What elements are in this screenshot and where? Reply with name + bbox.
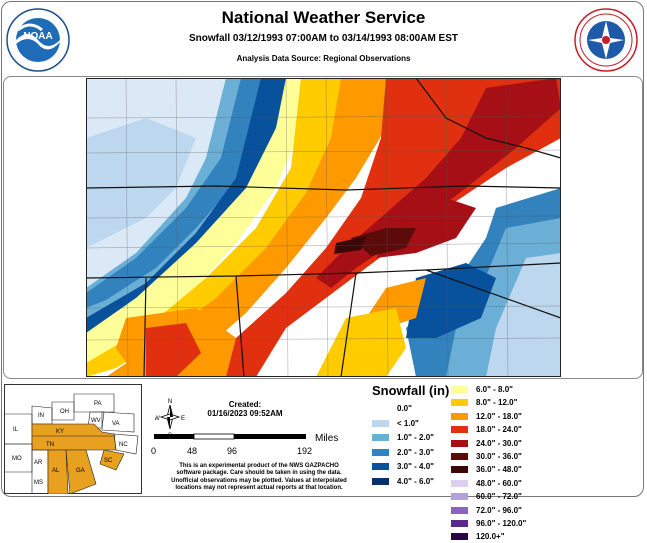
- created-label: Created:: [228, 400, 262, 409]
- disclaimer-line: software package. Care should be taken i…: [176, 470, 342, 477]
- legend-swatch: [372, 405, 389, 412]
- scale-tick: 0: [151, 446, 157, 456]
- legend-label: 1.0" - 2.0": [397, 433, 434, 443]
- legend-label: 96.0" - 120.0": [476, 519, 527, 528]
- inset-label-sc: SC: [104, 458, 113, 464]
- legend-label: 6.0" - 8.0": [476, 385, 513, 394]
- legend-swatch: [451, 439, 468, 447]
- inset-label-al: AL: [52, 468, 60, 474]
- legend-swatch: [372, 448, 389, 456]
- legend-swatch: [451, 520, 468, 527]
- legend-label: 18.0" - 24.0": [476, 425, 522, 435]
- legend-label: 2.0" - 3.0": [397, 447, 434, 457]
- legend-title: Snowfall (in): [372, 383, 450, 398]
- inset-label-oh: OH: [60, 409, 69, 415]
- data-source: Analysis Data Source: Regional Observati…: [236, 54, 411, 63]
- legend-label: 8.0" - 12.0": [476, 398, 518, 408]
- legend-swatch: [372, 463, 389, 471]
- svg-text:E: E: [181, 416, 185, 422]
- created-timestamp: 01/16/2023 09:52AM: [207, 409, 283, 418]
- disclaimer-line: This is an experimental product of the N…: [179, 463, 339, 469]
- legend-swatch: [451, 412, 468, 420]
- legend-label: 4.0" - 6.0": [397, 477, 434, 486]
- legend-label: < 1.0": [397, 418, 419, 428]
- legend-swatch: [451, 426, 468, 434]
- legend-label: 0.0": [397, 404, 412, 413]
- nws-logo: [574, 8, 638, 72]
- inset-label-tn: TN: [46, 442, 54, 448]
- scale-tick: 96: [227, 446, 238, 456]
- legend-label: 72.0" - 96.0": [476, 505, 522, 515]
- legend-label: 36.0" - 48.0": [476, 465, 522, 475]
- legend-label: 30.0" - 36.0": [476, 452, 522, 461]
- inset-label-in: IN: [38, 413, 44, 419]
- inset-label-il: IL: [13, 427, 19, 433]
- legend-swatch: [451, 493, 468, 501]
- scale-tick: 192: [297, 446, 313, 456]
- svg-text:W: W: [155, 416, 160, 422]
- legend-label: 48.0" - 60.0": [476, 478, 522, 488]
- legend-swatch: [451, 386, 468, 393]
- disclaimer-line: Unofficial observations may be plotted. …: [171, 477, 347, 484]
- outer-frame: [1, 1, 644, 497]
- legend-swatch: [451, 466, 468, 474]
- legend-swatch: [451, 453, 468, 460]
- noaa-logo: NOAA: [6, 8, 70, 72]
- inset-label-ar: AR: [34, 460, 43, 466]
- legend-swatch: [372, 419, 389, 427]
- legend-swatch: [372, 478, 389, 485]
- legend-swatch: [451, 533, 468, 541]
- inset-label-mo: MO: [12, 456, 22, 462]
- scale-bar: [154, 433, 306, 440]
- locator-inset-map: IN OH PA IL WV VA KY MO TN NC AR SC MS A…: [4, 384, 142, 494]
- legend-swatch: [451, 479, 468, 487]
- inset-label-ms: MS: [34, 480, 43, 486]
- svg-text:NOAA: NOAA: [23, 31, 52, 42]
- page-title: National Weather Service: [221, 8, 426, 27]
- disclaimer: This is an experimental product of the N…: [150, 463, 368, 493]
- legend-label: 12.0" - 18.0": [476, 411, 522, 421]
- legend-swatch: [451, 399, 468, 407]
- legend-label: 120.0+": [476, 532, 505, 542]
- disclaimer-line: locations may not represent actual repor…: [175, 485, 343, 492]
- scale-unit: Miles: [315, 433, 339, 444]
- legend-label: 3.0" - 4.0": [397, 462, 434, 472]
- snowfall-map: [86, 78, 561, 377]
- legend-swatch: [451, 506, 468, 514]
- inset-label-ga: GA: [76, 468, 85, 474]
- legend-label: 60.0" - 72.0": [476, 492, 522, 502]
- inset-label-va: VA: [112, 421, 120, 427]
- inset-label-pa: PA: [94, 401, 102, 407]
- inset-label-wv: WV: [91, 418, 101, 424]
- legend-label: 24.0" - 30.0": [476, 438, 522, 448]
- svg-text:N: N: [168, 399, 172, 405]
- inset-label-ky: KY: [56, 429, 64, 435]
- legend-swatch: [372, 434, 389, 442]
- page-subtitle: Snowfall 03/12/1993 07:00AM to 03/14/199…: [188, 33, 459, 44]
- scale-tick: 48: [187, 446, 198, 456]
- inset-label-nc: NC: [119, 442, 128, 448]
